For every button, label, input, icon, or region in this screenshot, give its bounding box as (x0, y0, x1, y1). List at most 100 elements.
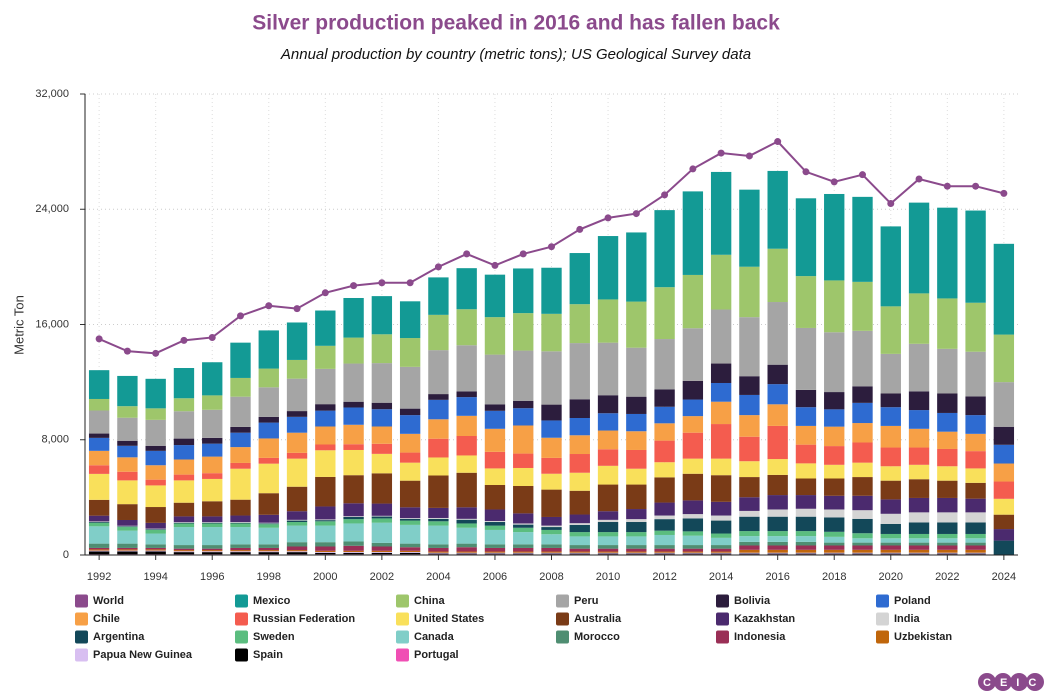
bar-segment (173, 459, 195, 475)
bar-segment (739, 376, 760, 395)
bar-segment (173, 548, 195, 551)
line-point (548, 243, 555, 251)
bar-segment (258, 422, 279, 439)
bar-segment (739, 477, 760, 498)
bar-segment (824, 495, 845, 510)
bar-segment (230, 544, 251, 548)
bar-segment (908, 428, 930, 448)
bar-segment (513, 523, 534, 525)
bar-segment (88, 465, 110, 474)
bar-segment (117, 504, 138, 520)
legend-item: Spain (235, 648, 283, 662)
bar-segment (286, 416, 308, 433)
legend-label: Portugal (414, 649, 459, 661)
bar-segment (908, 552, 930, 554)
bar-segment (993, 514, 1015, 530)
bar-segment (569, 551, 590, 553)
bar-segment (202, 409, 223, 438)
bar-segment (795, 444, 817, 464)
bar-segment (202, 523, 223, 528)
y-tick-label: 24,000 (35, 203, 69, 215)
bar-segment (456, 455, 477, 473)
bar-segment (484, 529, 506, 545)
bar-segment (541, 544, 562, 548)
bar-segment (343, 363, 364, 402)
bar-segment (343, 519, 364, 524)
bar-segment (569, 523, 590, 525)
line-point (208, 333, 216, 341)
bar-segment (371, 409, 393, 427)
bar-segment (315, 521, 336, 526)
bar-segment (315, 404, 336, 411)
bar-segment (626, 468, 647, 485)
bar-segment (739, 536, 760, 542)
bar-segment (343, 475, 364, 504)
legend-item: Australia (556, 612, 622, 626)
bar-segment (937, 522, 958, 534)
bar-segment (626, 431, 647, 450)
bar-segment (513, 524, 534, 528)
bar-segment (937, 448, 958, 467)
bar-segment (315, 310, 336, 346)
bar-segment (908, 512, 930, 523)
bar-segment (173, 552, 195, 555)
bar-segment (286, 519, 308, 521)
legend-label: United States (414, 613, 484, 625)
bar-segment (484, 522, 506, 526)
bar-segment (597, 236, 619, 300)
bar-segment (626, 519, 647, 523)
bar-segment (852, 545, 873, 550)
bar-segment (343, 503, 364, 517)
bar-segment (145, 445, 166, 451)
bar-segment (145, 465, 166, 480)
bar-segment (541, 553, 562, 555)
bar-segment (145, 550, 166, 552)
bar-segment (795, 549, 817, 553)
bar-segment (993, 463, 1015, 482)
bar-segment (117, 519, 138, 526)
bar-segment (654, 530, 675, 535)
bar-segment (541, 534, 562, 545)
bar-segment (541, 516, 562, 526)
bar-segment (908, 533, 930, 539)
legend-swatch (75, 648, 88, 662)
bar-segment (88, 499, 110, 516)
bar-segment (541, 525, 562, 528)
bar-segment (117, 549, 138, 551)
bar-segment (230, 377, 251, 397)
bar-segment (908, 538, 930, 543)
line-point (463, 250, 471, 258)
bar-segment (682, 500, 704, 515)
bar-segment (343, 516, 364, 517)
bar-segment (852, 553, 873, 555)
bar-segment (880, 549, 901, 553)
bar-segment (767, 495, 788, 510)
bar-segment (569, 435, 590, 455)
bar-segment (767, 302, 788, 365)
bar-segment (626, 532, 647, 537)
bar-segment (597, 511, 619, 520)
bar-segment (258, 330, 279, 369)
bar-segment (428, 507, 449, 518)
bar-segment (513, 527, 534, 533)
bar-segment (484, 553, 506, 555)
bar-segment (371, 542, 393, 547)
bar-segment (202, 552, 223, 555)
bar-segment (88, 549, 110, 551)
bar-segment (569, 490, 590, 515)
bar-segment (428, 350, 449, 395)
bar-segment (173, 411, 195, 439)
bar-segment (767, 248, 788, 303)
bar-segment (456, 527, 477, 544)
line-point (943, 182, 951, 190)
bar-segment (230, 396, 251, 427)
bar-segment (117, 440, 138, 446)
bar-segment (710, 552, 732, 554)
bar-segment (484, 274, 506, 318)
bar-segment (739, 461, 760, 478)
bar-segment (597, 519, 619, 523)
bar-segment (824, 426, 845, 447)
line-point (604, 214, 612, 222)
bar-segment (456, 436, 477, 456)
